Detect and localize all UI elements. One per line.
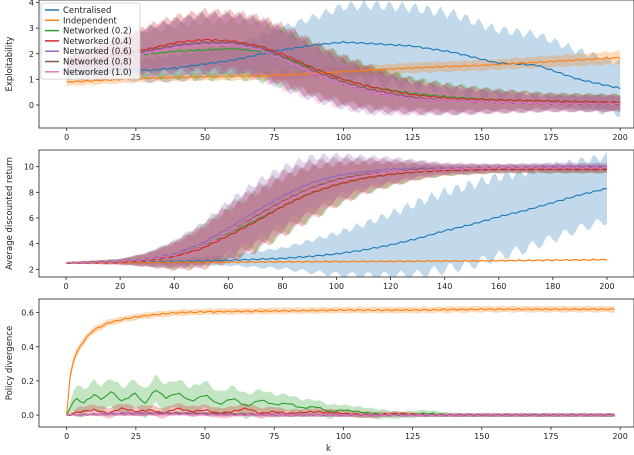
exploitability-panel: 0 25 50 75 100 125 150 175 200 0 1 2 3 4 Exploitabilit… xyxy=(5,0,634,142)
x-tick-label: 50 xyxy=(200,432,210,441)
band-networked-0-8- xyxy=(66,9,621,116)
x-tick-label: 125 xyxy=(405,133,420,142)
x-tick-label: 175 xyxy=(543,432,558,441)
y-tick-label: 0 xyxy=(29,101,34,110)
band-centralised xyxy=(66,0,621,117)
legend-label: Networked (1.0) xyxy=(63,68,132,78)
band-networked-0-2- xyxy=(66,374,615,420)
series-line-centralised xyxy=(66,40,621,90)
x-tick-label: 100 xyxy=(329,282,344,291)
legend-label: Networked (0.8) xyxy=(63,58,132,68)
y-tick-label: 10 xyxy=(24,163,34,172)
axes-frame xyxy=(38,298,634,428)
x-tick-label: 25 xyxy=(131,432,141,441)
y-tick-label: 4 xyxy=(29,240,34,249)
series-line-independent xyxy=(66,307,615,416)
series-line-networked-1-0- xyxy=(65,166,608,264)
y-tick-label: 2 xyxy=(29,50,34,59)
x-tick-label: 75 xyxy=(269,432,279,441)
legend-label: Networked (0.6) xyxy=(63,47,132,57)
x-axis-label: k xyxy=(326,444,331,454)
x-tick-label: 20 xyxy=(115,282,125,291)
y-tick-label: 6 xyxy=(29,214,34,223)
y-axis-label: Average discounted return xyxy=(5,157,15,270)
legend-label: Centralised xyxy=(63,6,111,16)
band-centralised xyxy=(66,151,607,277)
x-tick-label: 80 xyxy=(277,282,287,291)
x-tick-label: 200 xyxy=(613,133,628,142)
x-tick-label: 175 xyxy=(543,133,558,142)
y-tick-label: 2 xyxy=(29,265,34,274)
x-tick-label: 0 xyxy=(64,432,69,441)
y-tick-label: 0.6 xyxy=(21,309,34,318)
x-tick-label: 140 xyxy=(437,282,452,291)
plot-area xyxy=(66,305,615,420)
y-tick-label: 0.0 xyxy=(21,411,34,420)
x-tick-label: 150 xyxy=(474,133,489,142)
x-tick-label: 180 xyxy=(545,282,560,291)
band-independent xyxy=(66,305,615,416)
y-axis-label: Policy divergence xyxy=(5,326,15,400)
x-tick-label: 100 xyxy=(336,432,351,441)
band-networked-0-8- xyxy=(66,156,607,270)
x-tick-label: 60 xyxy=(223,282,233,291)
y-tick-label: 4 xyxy=(29,0,34,8)
y-tick-label: 0.2 xyxy=(21,377,34,386)
x-tick-label: 200 xyxy=(613,432,628,441)
band-networked-0-6- xyxy=(66,152,607,269)
x-tick-label: 125 xyxy=(405,432,420,441)
y-tick-label: 1 xyxy=(29,75,34,84)
y-tick-label: 8 xyxy=(29,188,34,197)
legend-label: Networked (0.4) xyxy=(63,37,132,47)
x-tick-label: 25 xyxy=(131,133,141,142)
policy-divergence-panel: 0 25 50 75 100 125 150 175 200 0.0 0.2 0.4 0.6 Policy… xyxy=(5,298,634,454)
legend-box xyxy=(40,2,141,80)
x-tick-label: 0 xyxy=(64,133,69,142)
x-tick-label: 150 xyxy=(474,432,489,441)
series-line-independent xyxy=(66,258,608,265)
series-line-networked-1-0- xyxy=(66,43,621,105)
plot-area xyxy=(65,151,608,277)
band-networked-0-2- xyxy=(66,16,621,112)
x-tick-label: 40 xyxy=(169,282,179,291)
x-tick-label: 50 xyxy=(200,133,210,142)
y-axis-label: Exploitability xyxy=(5,36,15,91)
average-return-panel: 0 20 40 60 80 100 120 140 160 180 200 2 4 6 8 10 Average… xyxy=(5,149,634,291)
band-networked-0-6- xyxy=(66,11,621,117)
y-tick-label: 0.4 xyxy=(21,343,34,352)
band-networked-1-0- xyxy=(66,12,621,117)
band-networked-1-0- xyxy=(66,157,607,270)
axes-frame xyxy=(38,0,634,129)
y-tick-label: 3 xyxy=(29,24,34,33)
x-tick-label: 75 xyxy=(269,133,279,142)
series-line-networked-1-0- xyxy=(66,412,615,417)
x-tick-label: 0 xyxy=(63,282,68,291)
series-line-networked-0-6- xyxy=(65,165,608,264)
x-tick-label: 100 xyxy=(336,133,351,142)
series-line-networked-0-4- xyxy=(66,38,621,104)
band-networked-0-4- xyxy=(66,7,621,113)
x-tick-label: 160 xyxy=(491,282,506,291)
x-tick-label: 120 xyxy=(383,282,398,291)
series-line-independent xyxy=(66,56,621,83)
x-tick-label: 200 xyxy=(599,282,614,291)
legend-label: Independent xyxy=(63,16,118,26)
legend-label: Networked (0.2) xyxy=(63,27,132,37)
plot-area xyxy=(66,0,621,117)
